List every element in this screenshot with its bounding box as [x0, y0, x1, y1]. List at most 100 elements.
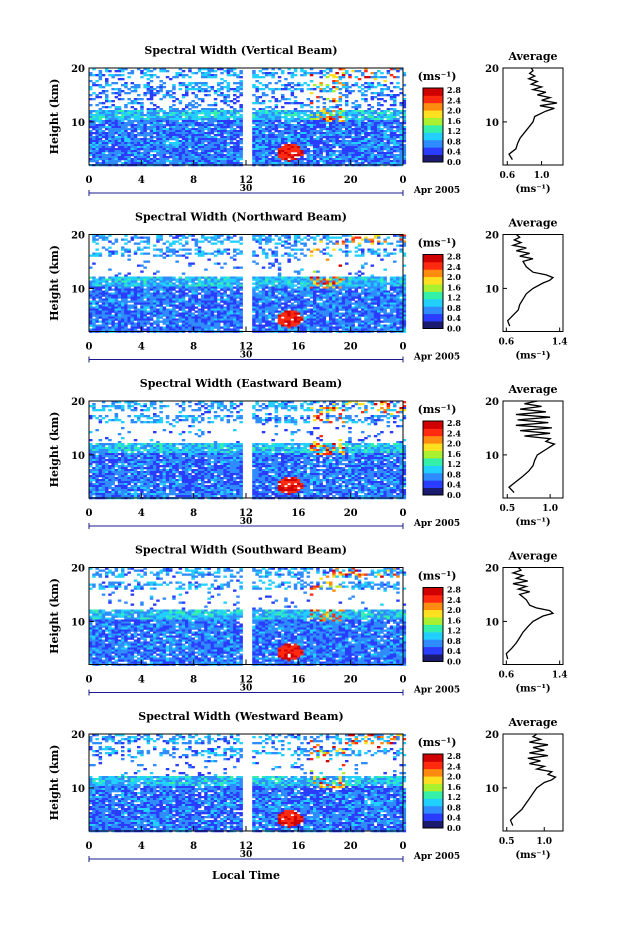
colorbar-tick-label: 2.8: [447, 418, 461, 428]
data-gap: [244, 234, 248, 332]
x-tick-label: 4: [138, 175, 145, 186]
colorbar-swatch: [423, 125, 443, 133]
panel-2: Spectral Width (Eastward Beam) 10 20 Height…: [48, 377, 564, 529]
colorbar-swatch: [423, 117, 443, 126]
avg-y-tick-label: 20: [485, 730, 499, 741]
colorbar-swatch: [423, 435, 443, 444]
x-tick-label: 0: [400, 342, 407, 353]
avg-x-tick-label: 1.0: [534, 171, 550, 181]
avg-y-tick-label: 10: [485, 784, 499, 795]
colorbar-swatch: [423, 602, 443, 611]
colorbar-tick-label: 1.6: [447, 782, 461, 792]
average-frame: [502, 400, 564, 499]
colorbar-tick-label: 0.0: [447, 157, 461, 167]
colorbar-tick-label: 2.4: [447, 428, 461, 438]
colorbar-swatch: [423, 154, 443, 163]
colorbar-swatch: [423, 95, 443, 104]
panel-title: Spectral Width (Eastward Beam): [140, 377, 342, 390]
colorbar-tick-label: 2.0: [447, 605, 461, 615]
average-frame: [502, 733, 564, 832]
colorbar-swatch: [423, 254, 443, 263]
avg-y-tick-label: 10: [485, 284, 499, 295]
average-title: Average: [507, 50, 557, 63]
colorbar-tick-label: 2.4: [447, 262, 461, 272]
avg-x-tick-label: 0.6: [498, 671, 514, 681]
x-tick-label: 20: [344, 841, 358, 852]
y-axis-label: Height (km): [48, 412, 61, 488]
colorbar-tick-label: 0.4: [447, 813, 461, 823]
x-tick-label: 0: [86, 675, 93, 686]
colorbar-tick-label: 1.6: [447, 449, 461, 459]
x-tick-label: 0: [86, 342, 93, 353]
colorbar-swatch: [423, 298, 443, 307]
colorbar-swatch: [423, 321, 443, 329]
x-tick-label: 8: [190, 508, 197, 519]
colorbar-swatch: [423, 428, 443, 437]
colorbar-swatch: [423, 761, 443, 770]
colorbar-swatch: [423, 284, 443, 292]
colorbar-tick-label: 2.4: [447, 595, 461, 605]
colorbar-swatch: [423, 421, 443, 429]
y-axis-label: Height (km): [48, 79, 61, 155]
average-frame: [502, 567, 564, 665]
y-tick-label: 10: [71, 118, 85, 129]
colorbar-swatch: [423, 768, 443, 777]
colorbar-swatch: [423, 276, 443, 285]
x-tick-label: 0: [86, 175, 93, 186]
colorbar-frame: [422, 753, 444, 829]
avg-x-label: (ms⁻¹): [515, 684, 550, 695]
avg-x-tick-label: 1.0: [536, 837, 552, 847]
x-tick-label: 0: [400, 841, 407, 852]
colorbar-frame: [422, 587, 444, 662]
colorbar-tick-label: 0.8: [447, 136, 461, 146]
average-title: Average: [507, 716, 557, 729]
y-tick-label: 20: [71, 64, 85, 75]
data-gap: [244, 401, 248, 498]
colorbar-tick-label: 0.0: [447, 324, 461, 334]
colorbar-swatch: [423, 291, 443, 300]
colorbar-tick-label: 0.8: [447, 303, 461, 313]
y-tick-label: 10: [71, 284, 85, 295]
panel-title: Spectral Width (Northward Beam): [135, 211, 347, 224]
x-tick-label: 20: [344, 508, 358, 519]
x-tick-label: 12: [239, 342, 253, 353]
avg-x-label: (ms⁻¹): [515, 351, 550, 362]
colorbar-swatch: [423, 139, 443, 148]
colorbar-swatch: [423, 805, 443, 814]
colorbar-frame: [422, 254, 444, 329]
colorbar-swatch: [423, 609, 443, 618]
colorbar-swatch: [423, 306, 443, 315]
avg-y-tick-label: 10: [485, 118, 499, 129]
day-label: 30: [240, 351, 253, 361]
colorbar-swatch: [423, 587, 443, 596]
x-tick-label: 16: [291, 175, 305, 186]
colorbar-tick-label: 0.0: [447, 490, 461, 500]
heatmap-cells: [89, 734, 407, 833]
y-axis-label: Height (km): [48, 578, 61, 654]
data-gap: [244, 68, 248, 165]
colorbar-tick-label: 1.6: [447, 615, 461, 625]
colorbar-swatch: [423, 776, 443, 784]
y-tick-label: 10: [71, 617, 85, 628]
colorbar-tick-label: 2.8: [447, 751, 461, 761]
colorbar-unit: (ms⁻¹): [418, 736, 457, 749]
colorbar-swatch: [423, 102, 443, 111]
colorbar-swatch: [423, 820, 443, 829]
colorbar-swatch: [423, 147, 443, 155]
avg-y-tick-label: 20: [485, 397, 499, 408]
colorbar-unit: (ms⁻¹): [418, 570, 457, 583]
y-axis-label: Height (km): [48, 245, 61, 321]
y-tick-label: 20: [71, 231, 85, 242]
avg-y-tick-label: 20: [485, 64, 499, 75]
colorbar-tick-label: 1.2: [447, 626, 461, 636]
day-label: 30: [240, 850, 253, 860]
colorbar-swatch: [423, 791, 443, 799]
data-gap: [244, 567, 248, 665]
x-tick-label: 20: [344, 175, 358, 186]
panel-0: Spectral Width (Vertical Beam) 10 20 Height…: [48, 44, 564, 196]
x-tick-label: 16: [291, 841, 305, 852]
colorbar-tick-label: 1.2: [447, 126, 461, 136]
average-line: [508, 400, 556, 494]
average-frame: [502, 67, 564, 166]
avg-y-tick-label: 10: [485, 617, 499, 628]
